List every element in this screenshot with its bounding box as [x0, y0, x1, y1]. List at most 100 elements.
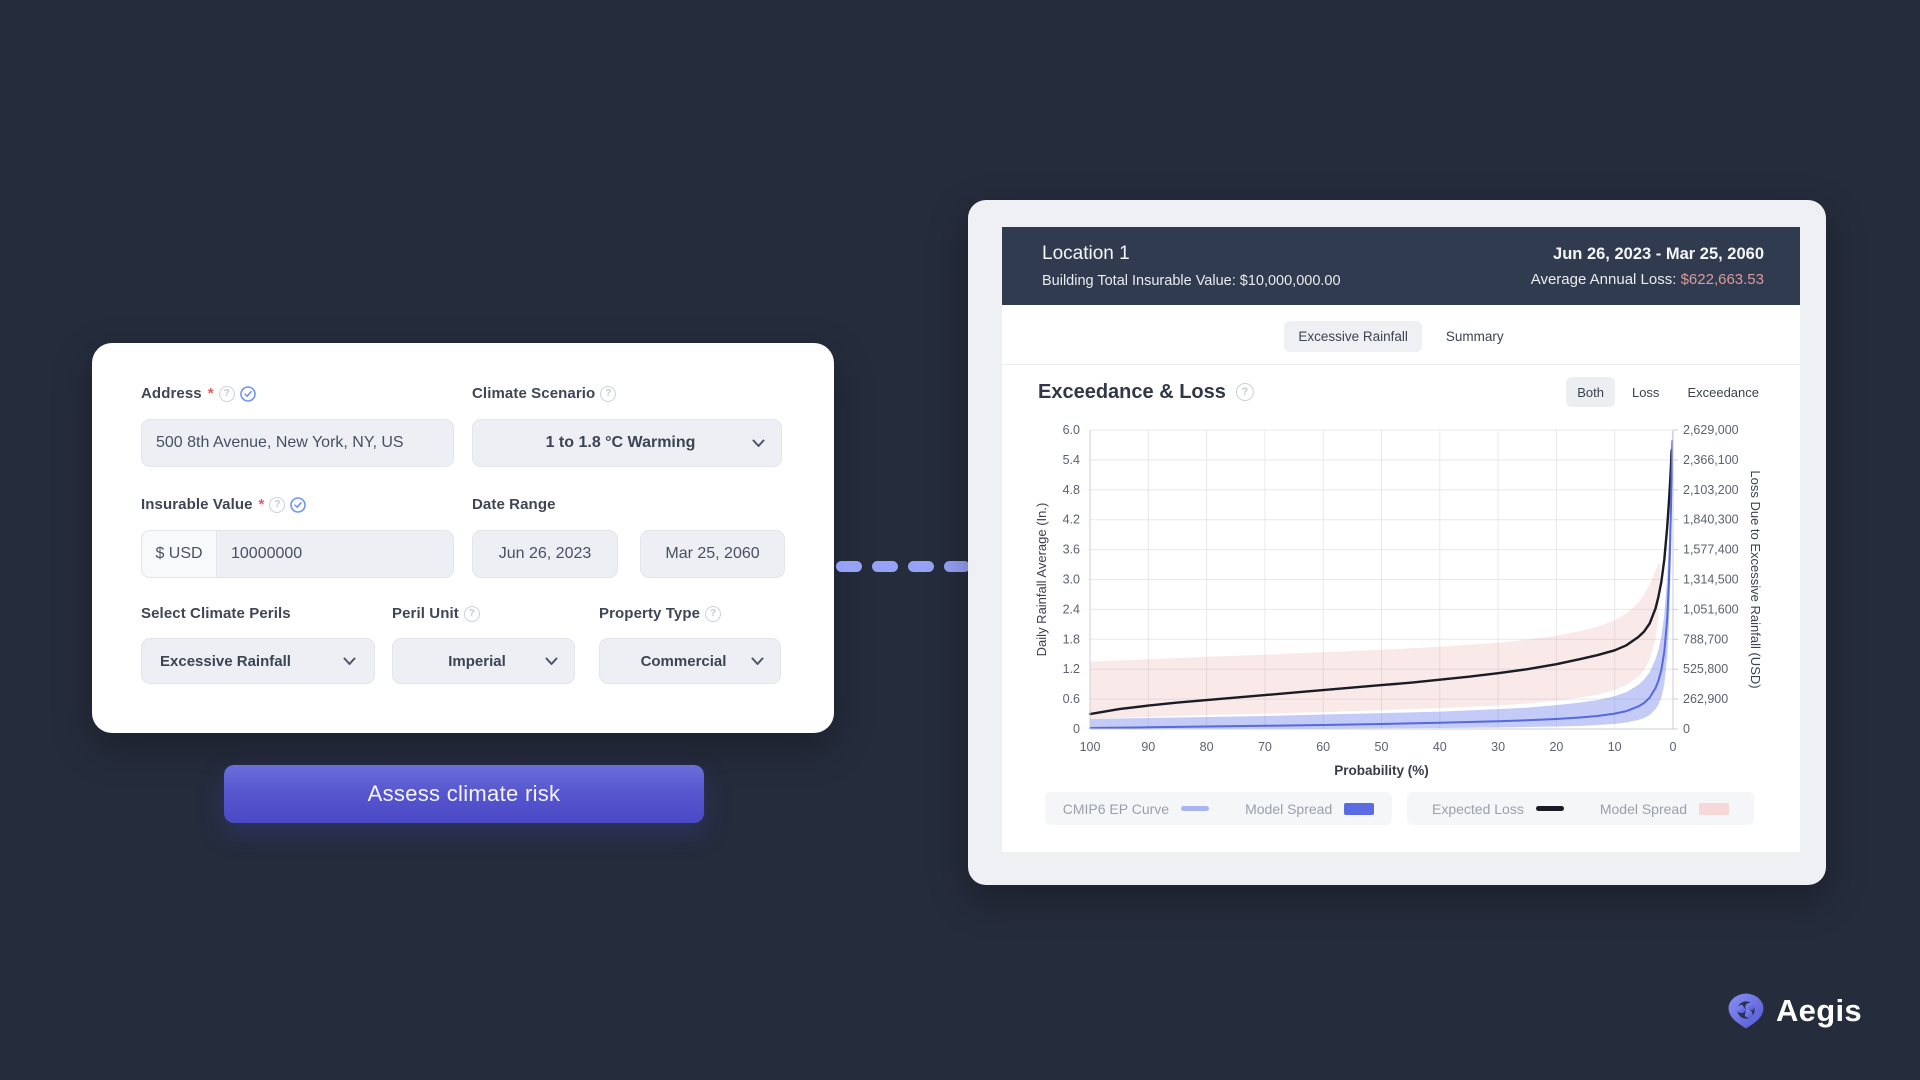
results-body: Excessive Rainfall Summary Exceedance & … — [1002, 305, 1800, 852]
location-title: Location 1 — [1042, 243, 1130, 264]
svg-text:1,840,300: 1,840,300 — [1683, 513, 1739, 527]
svg-text:70: 70 — [1258, 740, 1272, 754]
legend-loss-spread-label: Model Spread — [1599, 800, 1687, 817]
svg-text:10: 10 — [1608, 740, 1622, 754]
climate-risk-form-card: Address * ? Climate Scenario ? 1 to 1.8 °… — [92, 343, 834, 733]
svg-text:50: 50 — [1375, 740, 1389, 754]
chart-bands — [1090, 430, 1673, 729]
peril-unit-value: Imperial — [448, 652, 506, 670]
chart-gridlines — [1090, 429, 1674, 730]
date-range-label-text: Date Range — [472, 496, 556, 513]
legend-cmip6: CMIP6 EP Curve Model Spread — [1045, 792, 1392, 825]
legend-cmip6-curve-label: CMIP6 EP Curve — [1062, 800, 1170, 817]
connector-dash — [872, 561, 898, 572]
required-asterisk: * — [258, 496, 265, 513]
question-icon[interactable]: ? — [1235, 383, 1254, 401]
question-icon[interactable]: ? — [600, 385, 617, 402]
results-card: Location 1 Building Total Insurable Valu… — [968, 200, 1826, 885]
svg-text:262,900: 262,900 — [1683, 692, 1728, 706]
climate-perils-label: Select Climate Perils — [141, 605, 375, 622]
svg-text:1,577,400: 1,577,400 — [1683, 543, 1739, 557]
divider — [1002, 364, 1800, 365]
start-date-input[interactable]: Jun 26, 2023 — [472, 530, 618, 578]
chart-axis-titles: Probability (%) Daily Rainfall Average (I… — [1034, 470, 1763, 778]
address-input[interactable] — [156, 434, 439, 452]
insurable-value-input-wrap — [217, 530, 454, 578]
svg-text:5.4: 5.4 — [1063, 453, 1080, 467]
peril-unit-field-group: Peril Unit ? Imperial — [392, 605, 575, 684]
toggle-loss[interactable]: Loss — [1631, 384, 1660, 400]
svg-text:30: 30 — [1491, 740, 1505, 754]
assess-climate-risk-button[interactable]: Assess climate risk — [224, 765, 704, 823]
svg-text:3.0: 3.0 — [1063, 573, 1080, 587]
location-header-right: Jun 26, 2023 - Mar 25, 2060 Average Annu… — [1531, 245, 1764, 288]
peril-unit-label: Peril Unit ? — [392, 605, 575, 622]
legend-loss-curve-label: Expected Loss — [1431, 800, 1524, 817]
question-icon[interactable]: ? — [705, 605, 722, 622]
climate-perils-select[interactable]: Excessive Rainfall — [141, 638, 375, 684]
property-type-value: Commercial — [640, 652, 727, 670]
svg-text:2,629,000: 2,629,000 — [1683, 423, 1739, 437]
chart-axes — [1089, 429, 1678, 730]
svg-text:2,366,100: 2,366,100 — [1683, 453, 1739, 467]
question-icon[interactable]: ? — [218, 385, 235, 402]
svg-text:3.6: 3.6 — [1063, 543, 1080, 557]
svg-text:0: 0 — [1670, 740, 1677, 754]
currency-prefix[interactable]: $ USD — [141, 530, 217, 578]
section-header-row: Exceedance & Loss ? Both Loss Exceedance — [1038, 377, 1770, 407]
aal-label: Average Annual Loss: — [1530, 270, 1681, 288]
svg-text:1,051,600: 1,051,600 — [1683, 602, 1739, 616]
end-date-input[interactable]: Mar 25, 2060 — [640, 530, 785, 578]
section-title: Exceedance & Loss — [1038, 380, 1226, 403]
svg-text:Probability (%): Probability (%) — [1334, 763, 1429, 778]
svg-text:4.8: 4.8 — [1063, 483, 1080, 497]
svg-text:525,800: 525,800 — [1683, 662, 1728, 676]
svg-text:20: 20 — [1549, 740, 1563, 754]
insurable-value-label: Insurable Value * ? — [141, 496, 454, 513]
question-icon[interactable]: ? — [269, 496, 286, 513]
svg-text:0: 0 — [1683, 722, 1690, 736]
climate-scenario-value: 1 to 1.8 °C Warming — [545, 434, 696, 451]
property-type-select[interactable]: Commercial — [599, 638, 781, 684]
toggle-both[interactable]: Both — [1566, 377, 1615, 407]
peril-unit-select[interactable]: Imperial — [392, 638, 575, 684]
chart-lines — [1088, 440, 1674, 729]
location-header-left: Location 1 Building Total Insurable Valu… — [1042, 243, 1341, 289]
chevron-down-icon — [343, 657, 356, 666]
legend-loss-spread-swatch — [1699, 802, 1729, 815]
aegis-logo-icon — [1728, 993, 1764, 1029]
analysis-date-range: Jun 26, 2023 - Mar 25, 2060 — [1553, 244, 1764, 263]
aegis-logo-text: Aegis — [1776, 993, 1862, 1028]
climate-perils-value: Excessive Rainfall — [160, 652, 291, 670]
question-icon[interactable]: ? — [463, 605, 480, 622]
insurable-value-input[interactable] — [231, 545, 439, 563]
svg-text:0.6: 0.6 — [1063, 692, 1080, 706]
svg-text:2.4: 2.4 — [1063, 602, 1080, 616]
climate-perils-label-text: Select Climate Perils — [141, 605, 291, 622]
svg-text:4.2: 4.2 — [1063, 513, 1080, 527]
aegis-logo: Aegis — [1727, 992, 1862, 1030]
svg-text:1.8: 1.8 — [1063, 632, 1080, 646]
climate-perils-field-group: Select Climate Perils Excessive Rainfall — [141, 605, 375, 684]
toggle-exceedance[interactable]: Exceedance — [1687, 384, 1759, 400]
legend-cmip6-curve-swatch — [1181, 806, 1210, 811]
insurable-value-input-group: $ USD — [141, 530, 454, 578]
aal-value: $622,663.53 — [1680, 270, 1764, 288]
address-label: Address * ? — [141, 385, 454, 402]
svg-text:0: 0 — [1073, 722, 1080, 736]
tab-summary[interactable]: Summary — [1445, 329, 1504, 344]
legend-cmip6-spread-label: Model Spread — [1245, 800, 1333, 817]
legend-loss-curve-swatch — [1535, 806, 1564, 811]
tab-excessive-rainfall[interactable]: Excessive Rainfall — [1284, 321, 1422, 352]
connector-dashed-line — [836, 561, 970, 572]
svg-text:788,700: 788,700 — [1683, 632, 1728, 646]
required-asterisk: * — [207, 385, 214, 402]
insurable-value-label-text: Insurable Value — [141, 496, 253, 513]
svg-text:60: 60 — [1316, 740, 1330, 754]
chevron-down-icon — [752, 439, 765, 448]
climate-scenario-select[interactable]: 1 to 1.8 °C Warming — [472, 419, 782, 467]
svg-text:100: 100 — [1080, 740, 1101, 754]
svg-text:90: 90 — [1141, 740, 1155, 754]
